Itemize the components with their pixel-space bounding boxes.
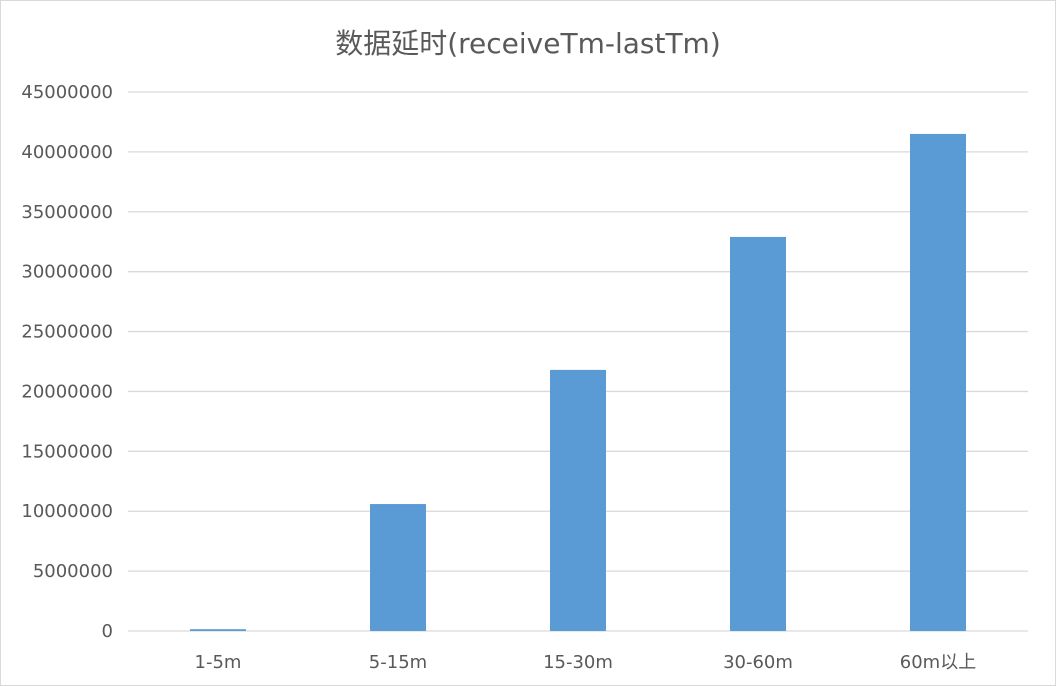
bar xyxy=(550,369,606,631)
y-tick-label: 15000000 xyxy=(21,441,113,462)
x-tick-label: 60m以上 xyxy=(900,652,976,673)
bar xyxy=(910,133,966,631)
y-tick-label: 5000000 xyxy=(33,561,113,582)
y-axis: 0 5000000 10000000 15000000 20000000 25000000… xyxy=(21,82,113,642)
bars xyxy=(190,133,966,632)
y-tick-label: 35000000 xyxy=(21,202,113,223)
x-tick-label: 1-5m xyxy=(195,652,242,673)
y-tick-label: 45000000 xyxy=(21,82,113,103)
bar xyxy=(190,629,246,631)
y-tick-label: 30000000 xyxy=(21,262,113,283)
x-tick-label: 15-30m xyxy=(543,652,613,673)
x-axis: 1-5m 5-15m 15-30m 30-60m 60m以上 xyxy=(195,652,977,673)
x-tick-label: 5-15m xyxy=(369,652,427,673)
bar xyxy=(730,236,786,632)
chart-title: 数据延时(receiveTm-lastTm) xyxy=(335,27,721,60)
y-tick-label: 0 xyxy=(102,621,113,642)
y-tick-label: 40000000 xyxy=(21,142,113,163)
y-tick-label: 10000000 xyxy=(21,501,113,522)
x-tick-label: 30-60m xyxy=(723,652,793,673)
y-tick-label: 20000000 xyxy=(21,381,113,402)
bar xyxy=(370,504,426,631)
y-tick-label: 25000000 xyxy=(21,322,113,343)
